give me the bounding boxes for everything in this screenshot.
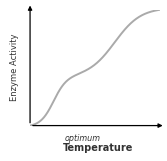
Text: Enzyme Activity: Enzyme Activity — [10, 34, 19, 101]
Text: optimum: optimum — [64, 134, 100, 143]
Text: Temperature: Temperature — [63, 143, 133, 153]
